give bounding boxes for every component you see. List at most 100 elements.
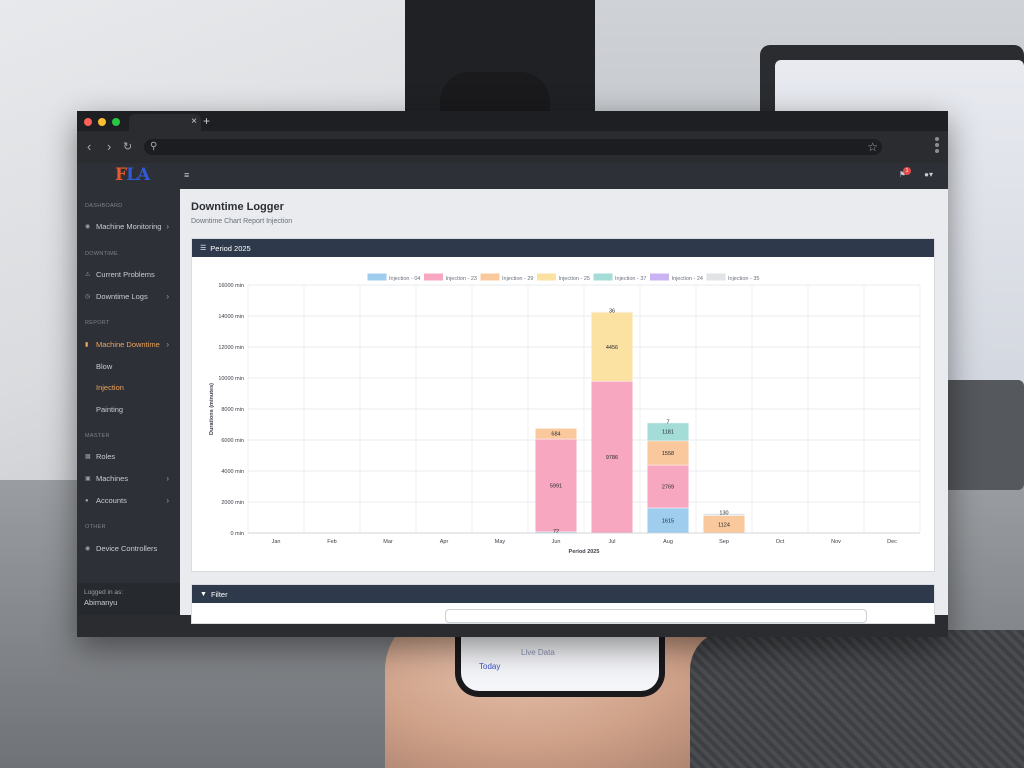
bar-data-label: 4456	[606, 345, 618, 351]
sidebar-subitem-injection[interactable]: Injection	[96, 383, 124, 392]
sidebar-item-label: Device Controllers	[96, 544, 158, 553]
user-menu-icon[interactable]: ●▾	[924, 170, 933, 179]
filter-select[interactable]	[445, 609, 867, 623]
background-keyboard	[940, 380, 1024, 490]
y-tick-label: 14000 min	[218, 314, 244, 320]
bookmark-star-icon[interactable]: ☆	[867, 140, 878, 154]
bar-segment	[591, 311, 633, 313]
chevron-right-icon: ›	[166, 496, 169, 505]
sidebar-item-label: Roles	[96, 452, 116, 461]
y-tick-label: 12000 min	[218, 345, 244, 351]
x-axis-label: Period 2025	[569, 549, 600, 555]
sidebar-item-label: Machines	[96, 474, 129, 483]
bar-segment	[647, 440, 689, 466]
y-tick-label: 8000 min	[221, 407, 244, 413]
filter-card-title: Filter	[210, 589, 228, 599]
bar-segment	[591, 381, 633, 534]
y-tick-label: 6000 min	[221, 438, 244, 444]
bar-chart-icon: ▮	[85, 342, 89, 348]
warning-icon: ⚠	[85, 272, 91, 278]
sidebar-item-roles[interactable]: ▦ Roles	[85, 452, 175, 461]
legend-swatch	[593, 273, 613, 281]
app-logo[interactable]: FLA	[115, 165, 150, 185]
list-icon: ☰	[200, 245, 207, 252]
maximize-window-button[interactable]	[112, 118, 120, 126]
sidebar-item-label: Machine Downtime	[96, 340, 160, 349]
bar-data-label: 36	[609, 309, 615, 315]
x-tick-label: Sep	[719, 539, 729, 545]
sidebar-item-label: Accounts	[96, 496, 127, 505]
close-tab-icon[interactable]: ×	[191, 116, 197, 127]
filter-card: ▼ Filter	[191, 584, 935, 624]
bar-data-label: 1615	[662, 518, 674, 524]
y-tick-label: 10000 min	[218, 376, 244, 382]
gauge-icon: ◉	[85, 224, 91, 230]
browser-window: × + ‹ › ↻ ⚲ ☆ FLA DASHBOARD ◉ Machine Mo…	[77, 111, 948, 637]
sidebar-item-downtime-logs[interactable]: ◷ Downtime Logs ›	[85, 292, 175, 301]
reload-icon[interactable]: ↻	[123, 141, 133, 153]
minimize-window-button[interactable]	[98, 118, 106, 126]
browser-toolbar: ‹ › ↻ ⚲ ☆	[77, 131, 948, 163]
bar-data-label: 7	[666, 419, 669, 425]
background-phone-top	[440, 72, 550, 112]
legend-label: Injection - 04	[389, 276, 421, 282]
y-axis-label: Durations (minutes)	[209, 383, 215, 435]
bar-segment	[703, 513, 745, 516]
logged-in-panel: Logged in as: Abimanyu	[77, 583, 180, 615]
id-card-icon: ▦	[85, 454, 91, 460]
bar-data-label: 130	[719, 511, 728, 517]
sidebar-subitem-painting[interactable]: Painting	[96, 405, 124, 414]
sidebar-item-accounts[interactable]: ● Accounts ›	[85, 496, 175, 505]
section-downtime: DOWNTIME	[85, 251, 118, 257]
legend-label: Injection - 24	[672, 276, 704, 282]
legend-label: Injection - 35	[728, 276, 760, 282]
chart-card-title: Period 2025	[210, 243, 251, 253]
bar-data-label: 9786	[606, 455, 618, 461]
y-tick-label: 2000 min	[221, 500, 244, 506]
chevron-right-icon: ›	[166, 222, 169, 231]
bell-icon[interactable]: ⚑	[898, 170, 906, 179]
sidebar-item-current-problems[interactable]: ⚠ Current Problems	[85, 270, 175, 279]
legend-label: Injection - 23	[446, 276, 478, 282]
address-bar[interactable]: ⚲ ☆	[144, 139, 882, 155]
bar-segment	[647, 422, 689, 424]
sidebar-item-machines[interactable]: ▣ Machines ›	[85, 474, 175, 483]
close-window-button[interactable]	[84, 118, 92, 126]
legend-label: Injection - 37	[615, 276, 647, 282]
browser-tab[interactable]: ×	[129, 114, 201, 131]
x-tick-label: Aug	[663, 539, 673, 545]
sidebar-item-machine-downtime[interactable]: ▮ Machine Downtime ›	[85, 340, 175, 349]
hamburger-menu-icon[interactable]: ≡	[184, 170, 190, 180]
bar-data-label: 5991	[550, 483, 562, 489]
y-tick-label: 16000 min	[218, 283, 244, 289]
app-container: FLA DASHBOARD ◉ Machine Monitoring › DOW…	[77, 163, 948, 624]
sidebar-item-machine-monitoring[interactable]: ◉ Machine Monitoring ›	[85, 222, 175, 231]
app-topbar: ≡ ⚑ 1 ●▾	[180, 163, 948, 189]
y-tick-label: 4000 min	[221, 469, 244, 475]
forward-arrow-icon[interactable]: ›	[107, 139, 112, 154]
x-tick-label: Jul	[608, 539, 615, 545]
filter-card-header[interactable]: ▼ Filter	[192, 585, 934, 603]
x-tick-label: Feb	[327, 539, 336, 545]
legend-swatch	[706, 273, 726, 281]
legend-swatch	[367, 273, 387, 281]
bar-data-label: 1124	[718, 522, 730, 528]
back-arrow-icon[interactable]: ‹	[87, 139, 92, 154]
background-sleeve	[690, 630, 1024, 768]
sidebar-item-device-controllers[interactable]: ◉ Device Controllers	[85, 544, 175, 553]
user-icon: ●	[85, 497, 89, 504]
new-tab-button[interactable]: +	[203, 114, 211, 128]
x-tick-label: Jun	[552, 539, 561, 545]
bar-segment	[647, 464, 689, 509]
x-tick-label: Mar	[383, 539, 393, 545]
chevron-down-icon: ›	[166, 340, 169, 349]
chevron-right-icon: ›	[166, 292, 169, 301]
x-tick-label: Jan	[272, 539, 281, 545]
section-dashboard: DASHBOARD	[85, 203, 123, 209]
x-tick-label: Nov	[831, 539, 841, 545]
chart-card: ☰ Period 2025 Injection - 04 Injection - …	[191, 238, 935, 572]
browser-menu-icon[interactable]	[935, 137, 939, 155]
legend-label: Injection - 29	[502, 276, 534, 282]
bar-segment	[535, 438, 577, 533]
sidebar-subitem-blow[interactable]: Blow	[96, 362, 113, 371]
